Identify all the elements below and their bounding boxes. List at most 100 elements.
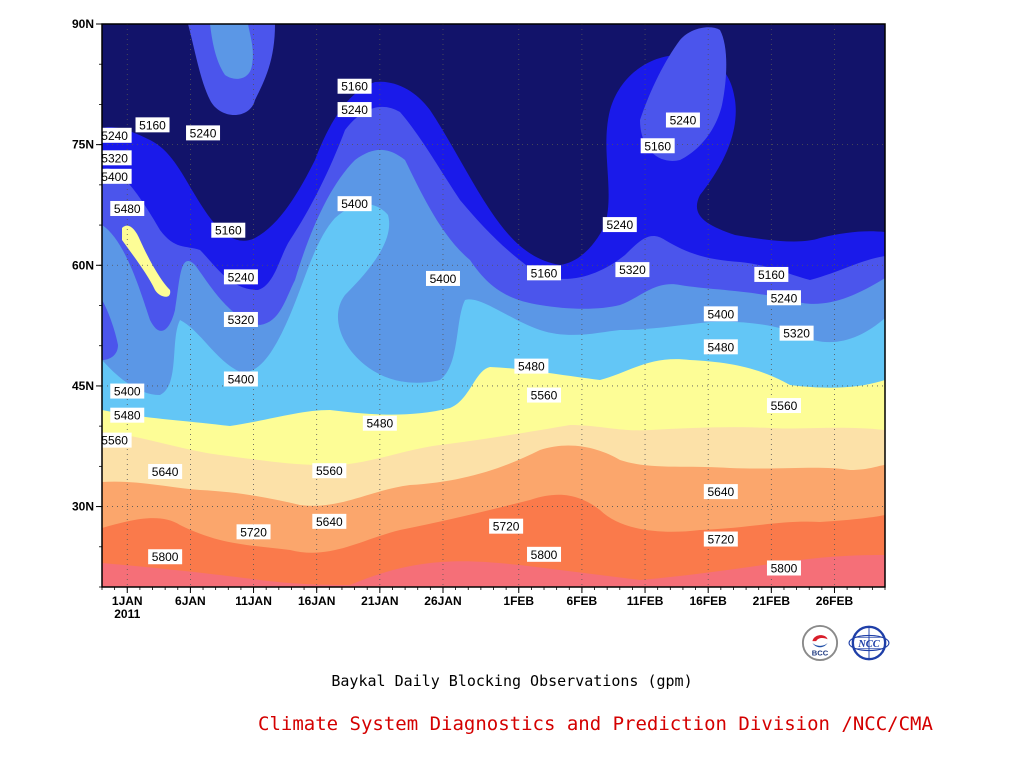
contour-label: 5480: [362, 415, 397, 431]
contour-label: 5320: [779, 325, 814, 341]
contour-label: 5400: [337, 196, 372, 212]
x-tick-label: 16FEB: [690, 594, 728, 608]
contour-label-text: 5400: [430, 272, 457, 286]
contour-label: 5320: [97, 150, 132, 166]
x-tick-label: 11JAN: [235, 594, 272, 608]
contour-label-text: 5400: [341, 197, 368, 211]
contour-label-box: [754, 266, 789, 282]
contour-label-text: 5160: [758, 268, 785, 282]
y-tick-label: 30N: [72, 500, 94, 514]
contour-label-box: [766, 290, 801, 306]
contour-label: 5160: [211, 222, 246, 238]
x-tick-label: 21JAN: [361, 594, 398, 608]
chart-title: Baykal Daily Blocking Observations (gpm): [331, 672, 693, 690]
contour-label-box: [779, 325, 814, 341]
contour-labels: 5160 5240 5320 5400 5480 5240 5160 5240 5320 5400…: [97, 78, 814, 576]
x-tick-label: 6JAN: [175, 594, 206, 608]
contour-label-text: 5240: [606, 218, 633, 232]
contour-label-text: 5480: [366, 417, 393, 431]
contour-label-text: 5560: [771, 399, 798, 413]
contour-label: 5800: [527, 546, 562, 562]
x-tick-label: 26FEB: [816, 594, 854, 608]
contour-label-box: [110, 407, 145, 423]
contour-label-text: 5160: [341, 80, 368, 94]
band-level-3-edge: [102, 300, 118, 360]
contour-label-text: 5720: [493, 520, 520, 534]
x-tick-year: 2011: [114, 607, 140, 621]
contour-label-box: [236, 524, 271, 540]
contour-label-box: [527, 546, 562, 562]
contour-label: 5160: [754, 266, 789, 282]
contour-label: 5480: [110, 407, 145, 423]
contour-label-box: [223, 269, 258, 285]
contour-label-box: [703, 306, 738, 322]
contour-label-box: [312, 513, 347, 529]
contour-label-box: [97, 432, 132, 448]
contour-label-text: 5160: [531, 266, 558, 280]
contour-label-box: [148, 463, 183, 479]
contour-label: 5160: [640, 138, 675, 154]
contour-label: 5560: [766, 398, 801, 414]
contour-label-text: 5480: [518, 360, 545, 374]
band-level-4-lobe: [210, 24, 253, 79]
contour-label: 5240: [223, 269, 258, 285]
contour-label: 5480: [703, 339, 738, 355]
contour-label: 5800: [766, 560, 801, 576]
contour-label-box: [186, 125, 221, 141]
contour-label-text: 5320: [101, 151, 128, 165]
contour-label-box: [640, 138, 675, 154]
contour-label: 5400: [97, 168, 132, 184]
contour-label-box: [312, 463, 347, 479]
y-axis: 30N 45N 60N 75N 90N: [72, 17, 102, 588]
contour-label: 5640: [703, 484, 738, 500]
x-tick-label: 6FEB: [567, 594, 598, 608]
contour-label-box: [211, 222, 246, 238]
contour-label-box: [362, 415, 397, 431]
contour-label-box: [489, 518, 524, 534]
contour-label-box: [425, 270, 460, 286]
contour-label-text: 5320: [228, 313, 255, 327]
contour-label: 5400: [110, 383, 145, 399]
contour-label: 5320: [615, 262, 650, 278]
contour-label-text: 5560: [316, 464, 343, 478]
contour-label-box: [97, 127, 132, 143]
contour-label-text: 5560: [531, 389, 558, 403]
contour-label-box: [97, 150, 132, 166]
contour-label-box: [223, 371, 258, 387]
contour-label-text: 5480: [114, 202, 141, 216]
contour-label: 5480: [110, 200, 145, 216]
contour-label-text: 5160: [644, 139, 671, 153]
contour-label-text: 5240: [670, 114, 697, 128]
band-level-3-lobe-2: [640, 27, 727, 161]
contour-label-box: [223, 311, 258, 327]
contour-label: 5160: [135, 117, 170, 133]
contour-label-text: 5560: [101, 434, 128, 448]
contour-label: 5400: [703, 306, 738, 322]
contour-label-box: [766, 398, 801, 414]
contour-label-text: 5160: [139, 118, 166, 132]
contour-label-text: 5400: [101, 170, 128, 184]
contour-label-box: [602, 217, 637, 233]
contour-label-text: 5640: [707, 485, 734, 499]
contour-label-box: [514, 358, 549, 374]
band-level-1: [102, 24, 885, 265]
contour-label-box: [110, 383, 145, 399]
contour-label-text: 5640: [316, 515, 343, 529]
contour-label: 5480: [514, 358, 549, 374]
y-tick-label: 75N: [72, 138, 94, 152]
ncc-logo-icon: NCC: [848, 625, 890, 661]
contour-label-box: [337, 196, 372, 212]
x-tick-label: 26JAN: [424, 594, 461, 608]
contour-label: 5320: [223, 311, 258, 327]
contour-label-text: 5160: [215, 224, 242, 238]
x-tick-label: 21FEB: [753, 594, 791, 608]
contour-label-text: 5400: [228, 372, 255, 386]
contour-label: 5720: [236, 524, 271, 540]
contour-label: 5560: [97, 432, 132, 448]
contour-label: 5560: [527, 387, 562, 403]
contour-label-text: 5320: [619, 263, 646, 277]
contour-label: 5720: [489, 518, 524, 534]
contour-label-box: [337, 78, 372, 94]
contour-label-text: 5800: [152, 550, 179, 564]
contour-label-text: 5240: [228, 270, 255, 284]
